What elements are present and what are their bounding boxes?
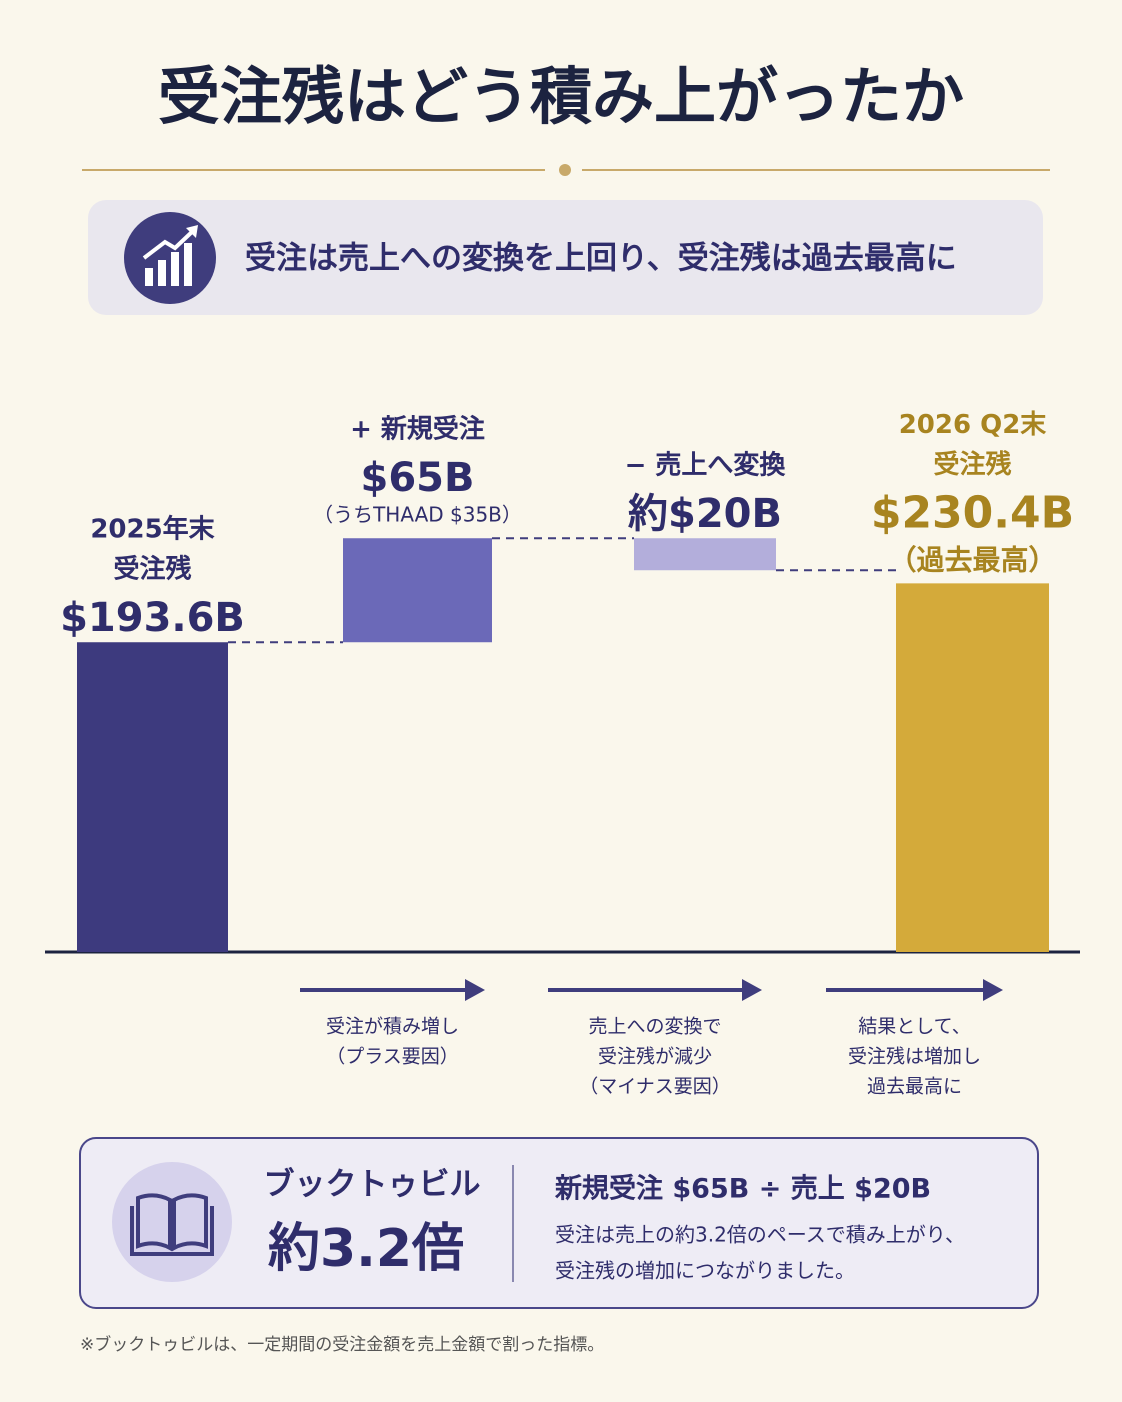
summary-box xyxy=(79,1137,1039,1309)
flow-note: （マイナス要因） xyxy=(579,1076,731,1098)
flow-note: 過去最高に xyxy=(867,1076,962,1098)
flow-note: （プラス要因） xyxy=(326,1046,459,1068)
category-label: 2025年末 xyxy=(90,514,215,545)
callout-box xyxy=(88,200,1043,315)
title: 受注残はどう積み上がったか xyxy=(158,60,964,133)
summary-text: 受注は売上の約3.2倍のペースで積み上がり、 xyxy=(555,1223,965,1247)
summary-formula: 新規受注 $65B ÷ 売上 $20B xyxy=(554,1173,931,1205)
bar xyxy=(896,583,1049,952)
divider-dot xyxy=(559,164,571,176)
value-label: $65B xyxy=(361,455,475,501)
flow-arrowhead xyxy=(465,979,485,1001)
book-icon xyxy=(112,1162,232,1282)
flow-note: 結果として、 xyxy=(858,1016,970,1038)
flow-note: 受注残が減少 xyxy=(598,1046,712,1068)
category-label: 2026 Q2末 xyxy=(899,410,1048,440)
bar xyxy=(343,538,492,643)
category-label: − 売上へ変換 xyxy=(625,450,787,481)
footnote: ※ブックトゥビルは、一定期間の受注金額を売上金額で割った指標。 xyxy=(80,1334,604,1355)
summary-title: ブックトゥビル xyxy=(264,1167,481,1203)
flow-note: 受注が積み増し xyxy=(326,1016,459,1038)
flow-note: 受注残は増加し xyxy=(848,1046,981,1068)
summary-text: 受注残の増加につながりました。 xyxy=(555,1259,855,1283)
chart-icon xyxy=(124,212,216,304)
value-label: $230.4B xyxy=(871,487,1074,538)
flow-note: 売上への変換で xyxy=(588,1016,721,1038)
bar-note: （過去最高） xyxy=(888,543,1056,576)
bar-note: （うちTHAAD $35B） xyxy=(313,503,522,527)
category-label: 受注残 xyxy=(113,554,191,585)
value-label: 約$20B xyxy=(628,491,782,537)
category-label: + 新規受注 xyxy=(350,414,485,445)
flow-arrowhead xyxy=(742,979,762,1001)
waterfall-chart: $193.6B 受注残 2025年末 （うちTHAAD $35B）$65B + 新規受注… xyxy=(45,410,1080,1098)
category-label: 受注残 xyxy=(933,449,1011,480)
bar xyxy=(634,538,776,571)
callout-text: 受注は売上への変換を上回り、受注残は過去最高に xyxy=(245,241,957,277)
flow-arrowhead xyxy=(983,979,1003,1001)
bar xyxy=(77,642,228,952)
value-label: $193.6B xyxy=(60,595,245,641)
summary-value: 約3.2倍 xyxy=(268,1219,464,1279)
